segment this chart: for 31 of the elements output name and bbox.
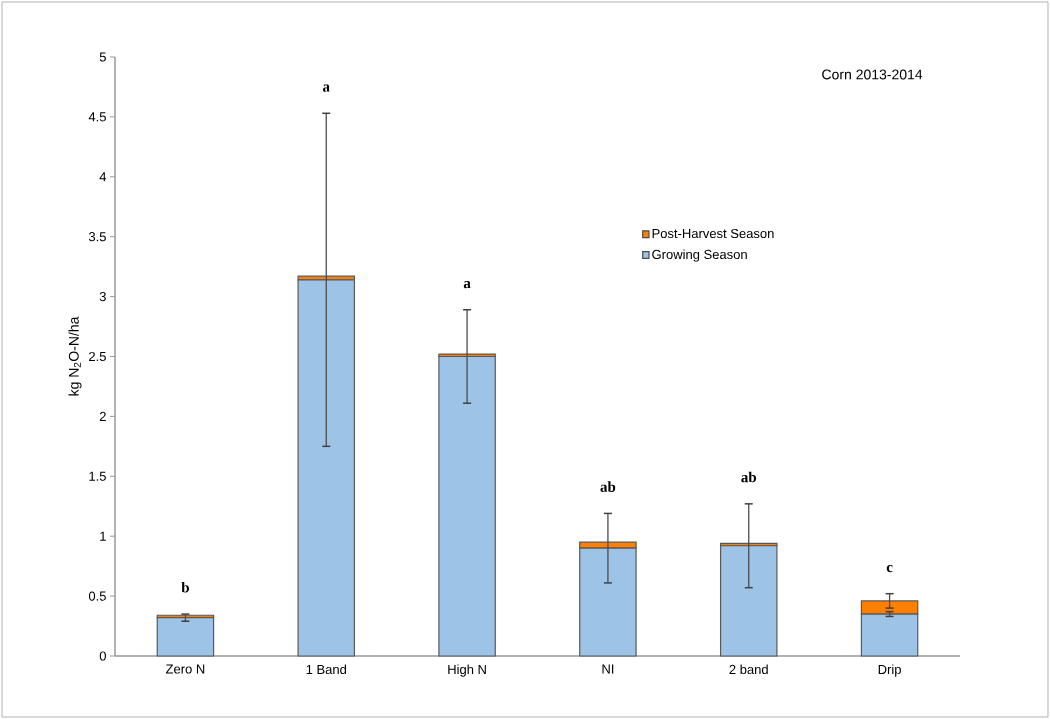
annotation: b — [181, 581, 189, 593]
x-tick-label: Drip — [878, 664, 901, 677]
y-axis-title: kg N$_{2}$O-N/ha — [68, 316, 82, 396]
bar — [719, 545, 778, 657]
bar — [156, 617, 215, 657]
annotation: ab — [600, 481, 616, 492]
x-tick-label: High N — [448, 664, 486, 677]
y-tick-label: 3.5 — [88, 232, 106, 242]
y-tick-label: 0.5 — [88, 591, 106, 601]
annotation: Corn 2013-2014 — [822, 69, 923, 80]
x-tick-label: 2 band — [729, 664, 768, 675]
bar — [297, 279, 356, 657]
y-tick-label: 1.5 — [89, 471, 106, 481]
annotation: ab — [741, 471, 757, 483]
annotation: a — [322, 84, 330, 92]
y-tick-label: 3 — [99, 291, 106, 302]
x-tick-label: 1 Band — [306, 664, 347, 675]
y-tick-label: 4.5 — [88, 112, 106, 122]
legend-label: Post-Harvest Season — [652, 228, 774, 239]
bar — [438, 355, 496, 657]
y-tick-label: 2 — [99, 411, 106, 421]
y-tick-label: 5 — [99, 52, 106, 62]
annotation: c — [886, 564, 893, 573]
x-tick-label: NI — [602, 664, 614, 674]
y-tick-label: 0 — [99, 651, 106, 661]
legend-label: Growing Season — [652, 249, 747, 262]
annotation: a — [463, 281, 471, 289]
x-tick-label: Zero N — [165, 664, 205, 674]
y-tick-label: 2.5 — [89, 351, 106, 362]
y-tick-label: 4 — [99, 172, 107, 182]
y-tick-label: 1 — [100, 531, 106, 541]
